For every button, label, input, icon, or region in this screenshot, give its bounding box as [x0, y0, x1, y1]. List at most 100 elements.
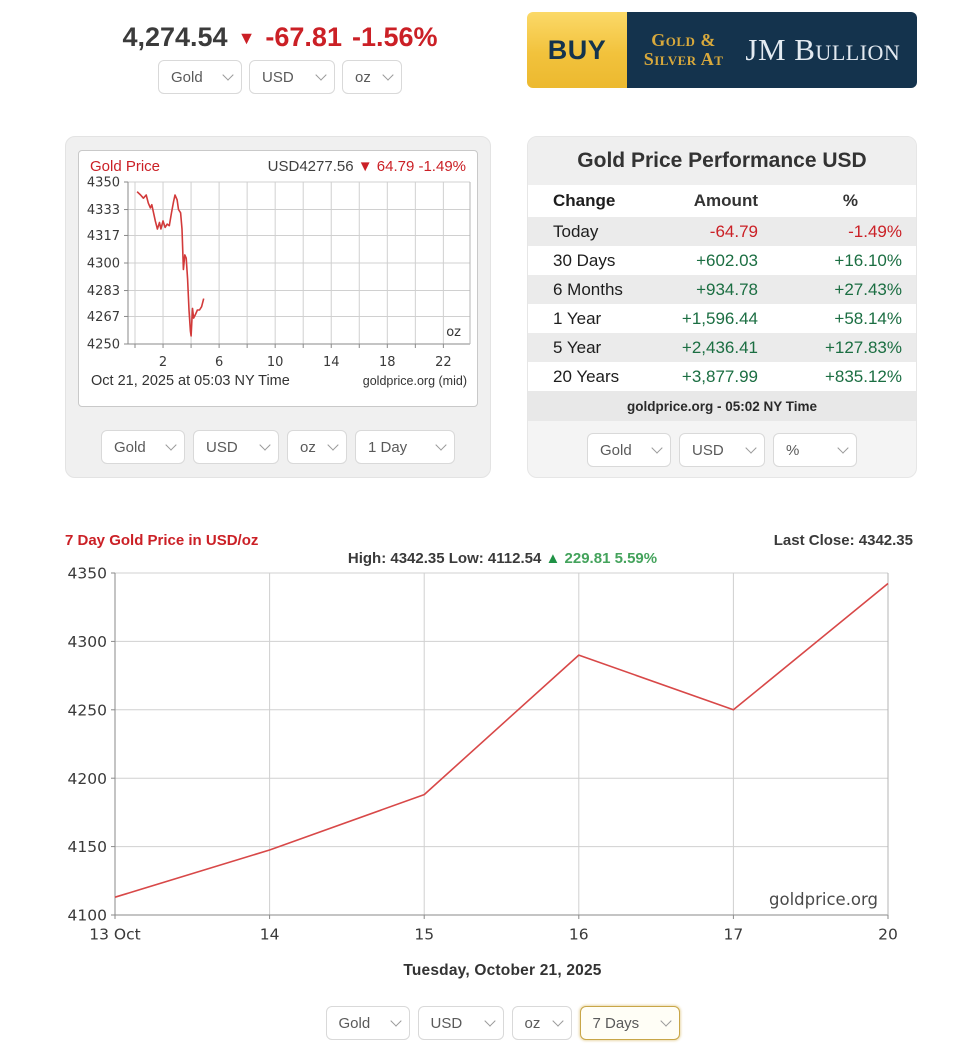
week-period-select[interactable]: 7 Days [579, 1006, 680, 1040]
select-value: USD [430, 1014, 463, 1032]
chevron-down-icon [745, 442, 757, 454]
svg-text:13 Oct: 13 Oct [89, 926, 140, 944]
svg-text:4267: 4267 [87, 310, 120, 325]
row-amount: +602.03 [696, 250, 758, 270]
buy-button[interactable]: BUY [527, 12, 627, 88]
svg-text:16: 16 [569, 926, 589, 944]
svg-text:4350: 4350 [87, 176, 120, 191]
row-percent: -1.49% [848, 221, 902, 241]
intraday-period-select[interactable]: 1 Day [355, 430, 455, 464]
select-value: Gold [600, 441, 632, 459]
intraday-chart-header: Gold Price USD4277.56 ▼ 64.79 -1.49% [79, 151, 477, 176]
svg-text:15: 15 [414, 926, 434, 944]
table-row: 20 Years +3,877.99 +835.12% [528, 362, 916, 391]
select-value: 1 Day [368, 438, 408, 456]
svg-text:goldprice.org: goldprice.org [769, 890, 878, 909]
svg-text:4250: 4250 [87, 338, 120, 353]
performance-select-row: Gold USD % [528, 421, 916, 477]
row-amount: +3,877.99 [681, 366, 758, 386]
row-amount: +2,436.41 [681, 337, 758, 357]
table-row: 6 Months +934.78 +27.43% [528, 275, 916, 304]
table-row: 5 Year +2,436.41 +127.83% [528, 333, 916, 362]
week-high-low: High: 4342.35 Low: 4112.54 ▲ 229.81 5.59… [115, 550, 890, 567]
tagline-line1: Gold & [651, 30, 716, 51]
svg-text:2: 2 [159, 355, 167, 368]
row-percent: +835.12% [824, 366, 902, 386]
svg-text:4350: 4350 [68, 566, 107, 583]
svg-text:20: 20 [878, 926, 898, 944]
select-value: oz [300, 438, 316, 456]
week-chart-title: 7 Day Gold Price in USD/oz [65, 532, 259, 549]
down-triangle-icon: ▼ [357, 158, 373, 175]
intraday-chart-panel: Gold Price USD4277.56 ▼ 64.79 -1.49% 425… [78, 150, 478, 407]
week-low: Low: 4112.54 [448, 550, 542, 567]
header-currency-select[interactable]: USD [249, 60, 335, 94]
intraday-timestamp: Oct 21, 2025 at 05:03 NY Time [91, 373, 290, 389]
intraday-metal-select[interactable]: Gold [101, 430, 185, 464]
week-line-chart: 4100 4150 4200 4250 4300 4350 13 Oct 14 15 16 17 20… [68, 566, 898, 944]
intraday-source: goldprice.org (mid) [362, 374, 467, 388]
intraday-unit-select[interactable]: oz [287, 430, 347, 464]
row-percent: +27.43% [834, 279, 902, 299]
performance-metal-select[interactable]: Gold [587, 433, 671, 467]
select-value: 7 Days [592, 1014, 640, 1032]
intraday-chart-card: Gold Price USD4277.56 ▼ 64.79 -1.49% 425… [65, 136, 491, 478]
svg-text:4250: 4250 [68, 701, 107, 719]
chevron-down-icon [315, 69, 327, 81]
week-currency-select[interactable]: USD [417, 1006, 504, 1040]
performance-currency-select[interactable]: USD [679, 433, 765, 467]
performance-title: Gold Price Performance USD [528, 137, 916, 185]
row-amount: +1,596.44 [681, 308, 758, 328]
svg-text:10: 10 [267, 355, 284, 368]
performance-column-headers: Change Amount % [528, 185, 916, 217]
tagline-line2: Silver At [643, 49, 724, 69]
week-metal-select[interactable]: Gold [325, 1006, 410, 1040]
banner-brand-area[interactable]: Gold & Silver At JM Bullion [627, 12, 917, 88]
row-label: 30 Days [553, 250, 616, 270]
header-unit-select[interactable]: oz [342, 60, 402, 94]
chevron-down-icon [483, 1015, 496, 1027]
svg-text:22: 22 [435, 355, 452, 368]
intraday-quote-change: 64.79 -1.49% [376, 158, 466, 175]
row-label: 6 Months [553, 279, 623, 299]
intraday-currency-select[interactable]: USD [193, 430, 279, 464]
intraday-chart-footer: Oct 21, 2025 at 05:03 NY Time goldprice.… [79, 373, 477, 389]
week-unit-select[interactable]: oz [511, 1006, 572, 1040]
select-value: % [786, 441, 800, 459]
down-triangle-icon: ▼ [237, 28, 256, 48]
svg-text:17: 17 [724, 926, 744, 944]
chevron-down-icon [435, 439, 447, 451]
row-label: Today [553, 221, 599, 241]
row-percent: +16.10% [834, 250, 902, 270]
chevron-down-icon [327, 439, 339, 451]
select-value: USD [262, 68, 294, 86]
row-amount: +934.78 [696, 279, 758, 299]
select-value: USD [206, 438, 238, 456]
chevron-down-icon [551, 1015, 564, 1027]
table-row: Today -64.79 -1.49% [528, 217, 916, 246]
spot-change-percent: -1.56% [351, 22, 438, 52]
spot-price: 4,274.54 [122, 22, 228, 52]
svg-text:4317: 4317 [87, 229, 120, 244]
chevron-down-icon [659, 1015, 672, 1027]
chevron-down-icon [259, 439, 271, 451]
header-metal-select[interactable]: Gold [158, 60, 242, 94]
header-select-row: Gold USD oz [60, 60, 500, 94]
svg-text:4283: 4283 [87, 284, 120, 299]
select-value: oz [524, 1014, 541, 1032]
jm-bullion-ad-banner[interactable]: BUY Gold & Silver At JM Bullion [527, 12, 917, 88]
row-percent: +58.14% [834, 308, 902, 328]
row-percent: +127.83% [824, 337, 902, 357]
chevron-down-icon [165, 439, 177, 451]
week-last-close: Last Close: 4342.35 [773, 532, 913, 549]
performance-footer: goldprice.org - 05:02 NY Time [528, 391, 916, 421]
performance-unit-select[interactable]: % [773, 433, 857, 467]
intraday-quote-price: USD4277.56 [267, 158, 354, 175]
svg-text:oz: oz [446, 325, 461, 340]
row-label: 1 Year [553, 308, 602, 328]
row-label: 20 Years [553, 366, 620, 386]
table-row: 30 Days +602.03 +16.10% [528, 246, 916, 275]
svg-text:4200: 4200 [68, 770, 107, 788]
intraday-chart-title: Gold Price [90, 158, 161, 175]
